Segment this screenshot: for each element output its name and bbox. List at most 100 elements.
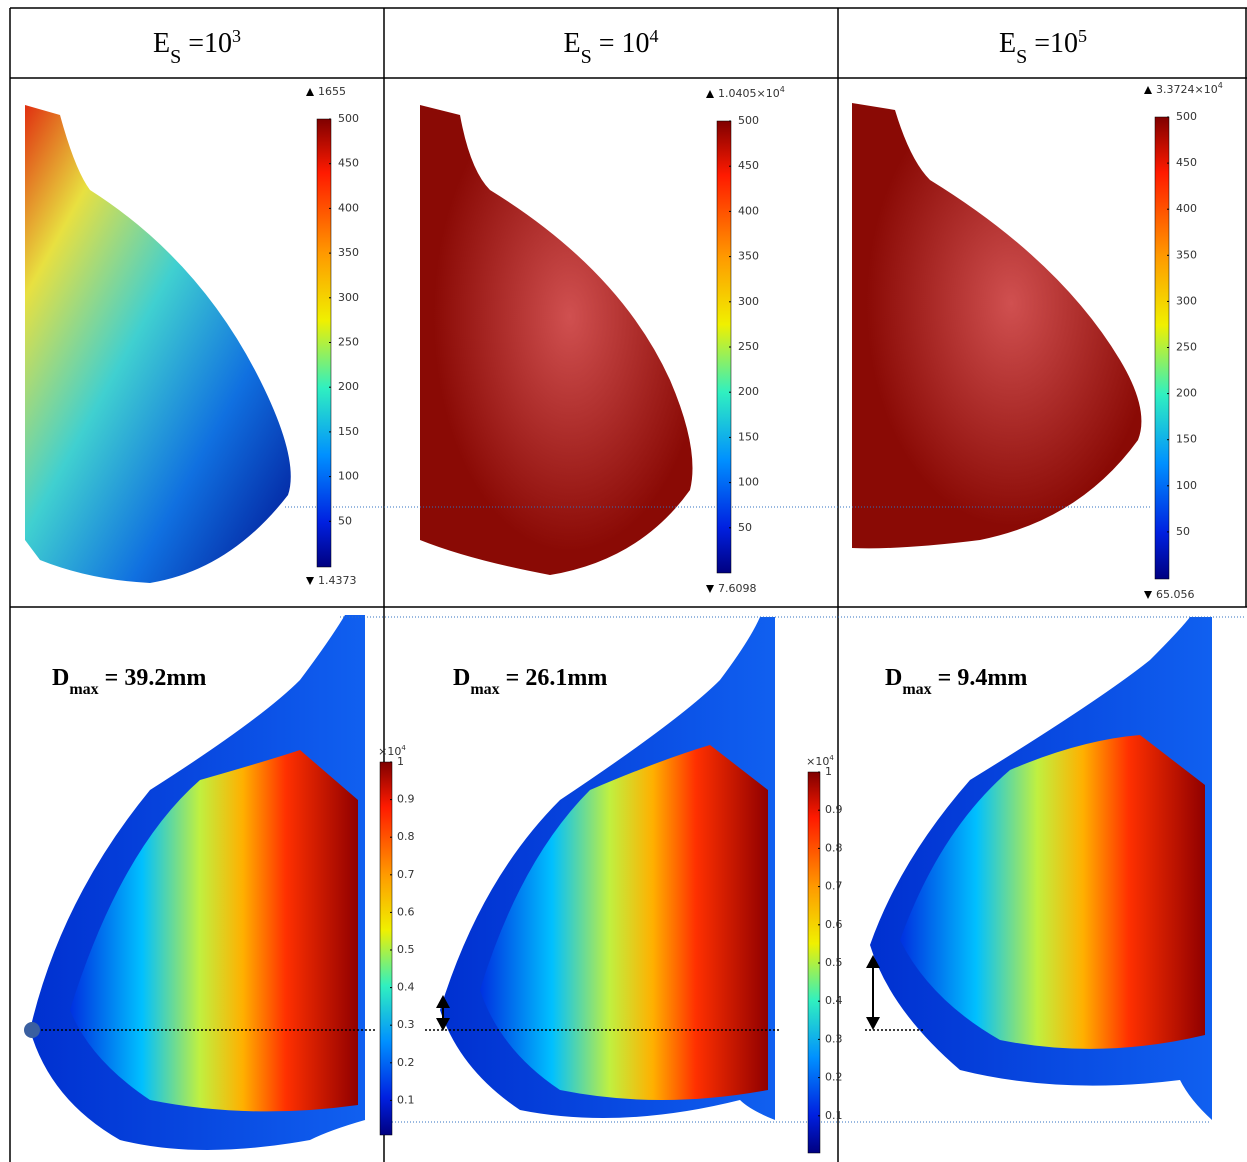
text-part: max	[470, 681, 499, 698]
min-label: 65.056	[1156, 588, 1195, 601]
colorbar-tick-label: 1	[397, 755, 404, 768]
colorbar-tick-label: 250	[1176, 341, 1197, 354]
max-label: 1655	[318, 85, 346, 98]
colorbar	[316, 118, 332, 568]
text-part: max	[69, 681, 98, 698]
colorbar-tick-label: 0.7	[825, 880, 843, 893]
min-marker	[306, 577, 314, 585]
colorbar-tick-label: 100	[338, 470, 359, 483]
colorbar-tick-label: 0.3	[397, 1018, 415, 1031]
colorbar-tick-label: 450	[738, 159, 759, 172]
colorbar-scale: ×104	[378, 744, 406, 758]
colorbar-tick-label: 0.8	[397, 830, 415, 843]
text-part: 5	[1078, 26, 1087, 46]
text-part: 3	[232, 26, 241, 46]
colorbar-tick-label: 500	[1176, 110, 1197, 123]
colorbar-tick-label: 150	[338, 425, 359, 438]
text-part: S	[170, 46, 181, 68]
colorbar-tick-label: 0.3	[825, 1032, 843, 1045]
colorbar-tick-label: 450	[1176, 156, 1197, 169]
colorbar	[379, 761, 393, 1136]
colorbar-tick-label: 50	[1176, 525, 1190, 538]
text-part: D	[453, 665, 470, 691]
text-part: D	[52, 665, 69, 691]
text-part: E	[563, 28, 580, 59]
colorbar-tick-label: 150	[738, 430, 759, 443]
text-part: E	[999, 28, 1016, 59]
colorbar-tick-label: 0.2	[825, 1071, 843, 1084]
text-part: S	[1016, 46, 1027, 68]
text-part: 3.3724×10	[1156, 83, 1218, 96]
colorbar-tick-label: 400	[338, 201, 359, 214]
text-part: ×10	[378, 745, 401, 758]
colorbar-tick-label: 350	[738, 250, 759, 263]
colorbar-tick-label: 100	[1176, 479, 1197, 492]
colorbar-tick-label: 300	[1176, 294, 1197, 307]
colorbar-tick-label: 0.8	[825, 841, 843, 854]
displacement-shapes	[30, 615, 1212, 1150]
colorbar	[716, 120, 732, 574]
table-grid	[9, 7, 1247, 1162]
colorbar-tick-label: 0.1	[397, 1093, 415, 1106]
max-marker	[1144, 86, 1152, 94]
min-label: 1.4373	[318, 574, 357, 587]
colorbar-tick-label: 150	[1176, 433, 1197, 446]
colorbar-tick-label: 100	[738, 476, 759, 489]
colorbar-tick-label: 50	[738, 521, 752, 534]
text-part: =10	[181, 28, 232, 59]
guides	[24, 506, 1245, 1123]
min-marker	[1144, 591, 1152, 599]
stress-shape	[25, 105, 291, 583]
max-marker	[306, 88, 314, 96]
colorbar-tick-label: 0.9	[825, 803, 843, 816]
colorbar-tick-label: 0.2	[397, 1056, 415, 1069]
max-marker	[706, 90, 714, 98]
colorbar-tick-label: 400	[738, 204, 759, 217]
colorbar-tick-label: 0.9	[397, 793, 415, 806]
max-label: 1.0405×104	[718, 85, 785, 100]
colorbar-tick-label: 0.5	[397, 943, 415, 956]
colorbar-tick-label: 400	[1176, 202, 1197, 215]
colorbar-tick-label: 0.6	[825, 918, 843, 931]
colorbar-tick-label: 300	[338, 291, 359, 304]
text-part: 4	[401, 744, 406, 752]
text-part: = 26.1mm	[500, 665, 608, 691]
min-marker	[706, 585, 714, 593]
text-part: = 9.4mm	[932, 665, 1028, 691]
colorbar-tick-label: 250	[738, 340, 759, 353]
colorbar-tick-label: 0.4	[825, 994, 843, 1007]
dmax-label: Dmax = 39.2mm	[52, 665, 206, 698]
colorbar-tick-label: 500	[738, 114, 759, 127]
colorbar-tick-label: 500	[338, 112, 359, 125]
max-label: 3.3724×104	[1156, 81, 1223, 96]
dmax-label: Dmax = 9.4mm	[885, 665, 1027, 698]
text-part: E	[153, 28, 170, 59]
column-header: ES = 104	[563, 26, 658, 68]
text-part: max	[902, 681, 931, 698]
colorbar-tick-label: 200	[338, 380, 359, 393]
colorbar-tick-label: 350	[338, 246, 359, 259]
colorbar-tick-label: 200	[1176, 387, 1197, 400]
text-part: 4	[650, 26, 659, 46]
text-part: D	[885, 665, 902, 691]
colorbar-tick-label: 300	[738, 295, 759, 308]
colorbar-tick-label: 50	[338, 514, 352, 527]
colorbar-tick-label: 0.5	[825, 956, 843, 969]
stress-shape	[852, 103, 1142, 549]
stress-shape	[420, 105, 693, 575]
text-part: 4	[829, 754, 834, 762]
colorbar	[1154, 116, 1170, 580]
colorbar-tick-label: 0.6	[397, 905, 415, 918]
text-part: = 10	[592, 28, 650, 59]
colorbar-tick-label: 450	[338, 157, 359, 170]
text-part: ×10	[806, 755, 829, 768]
colorbar-tick-label: 250	[338, 336, 359, 349]
colorbar-scale: ×104	[806, 754, 834, 768]
colorbar-tick-label: 0.1	[825, 1109, 843, 1122]
colorbar-tick-label: 0.4	[397, 981, 415, 994]
text-part: 4	[1218, 81, 1223, 90]
colorbar-tick-label: 0.7	[397, 868, 415, 881]
colorbar-tick-label: 1	[825, 765, 832, 778]
text-part: =10	[1027, 28, 1078, 59]
